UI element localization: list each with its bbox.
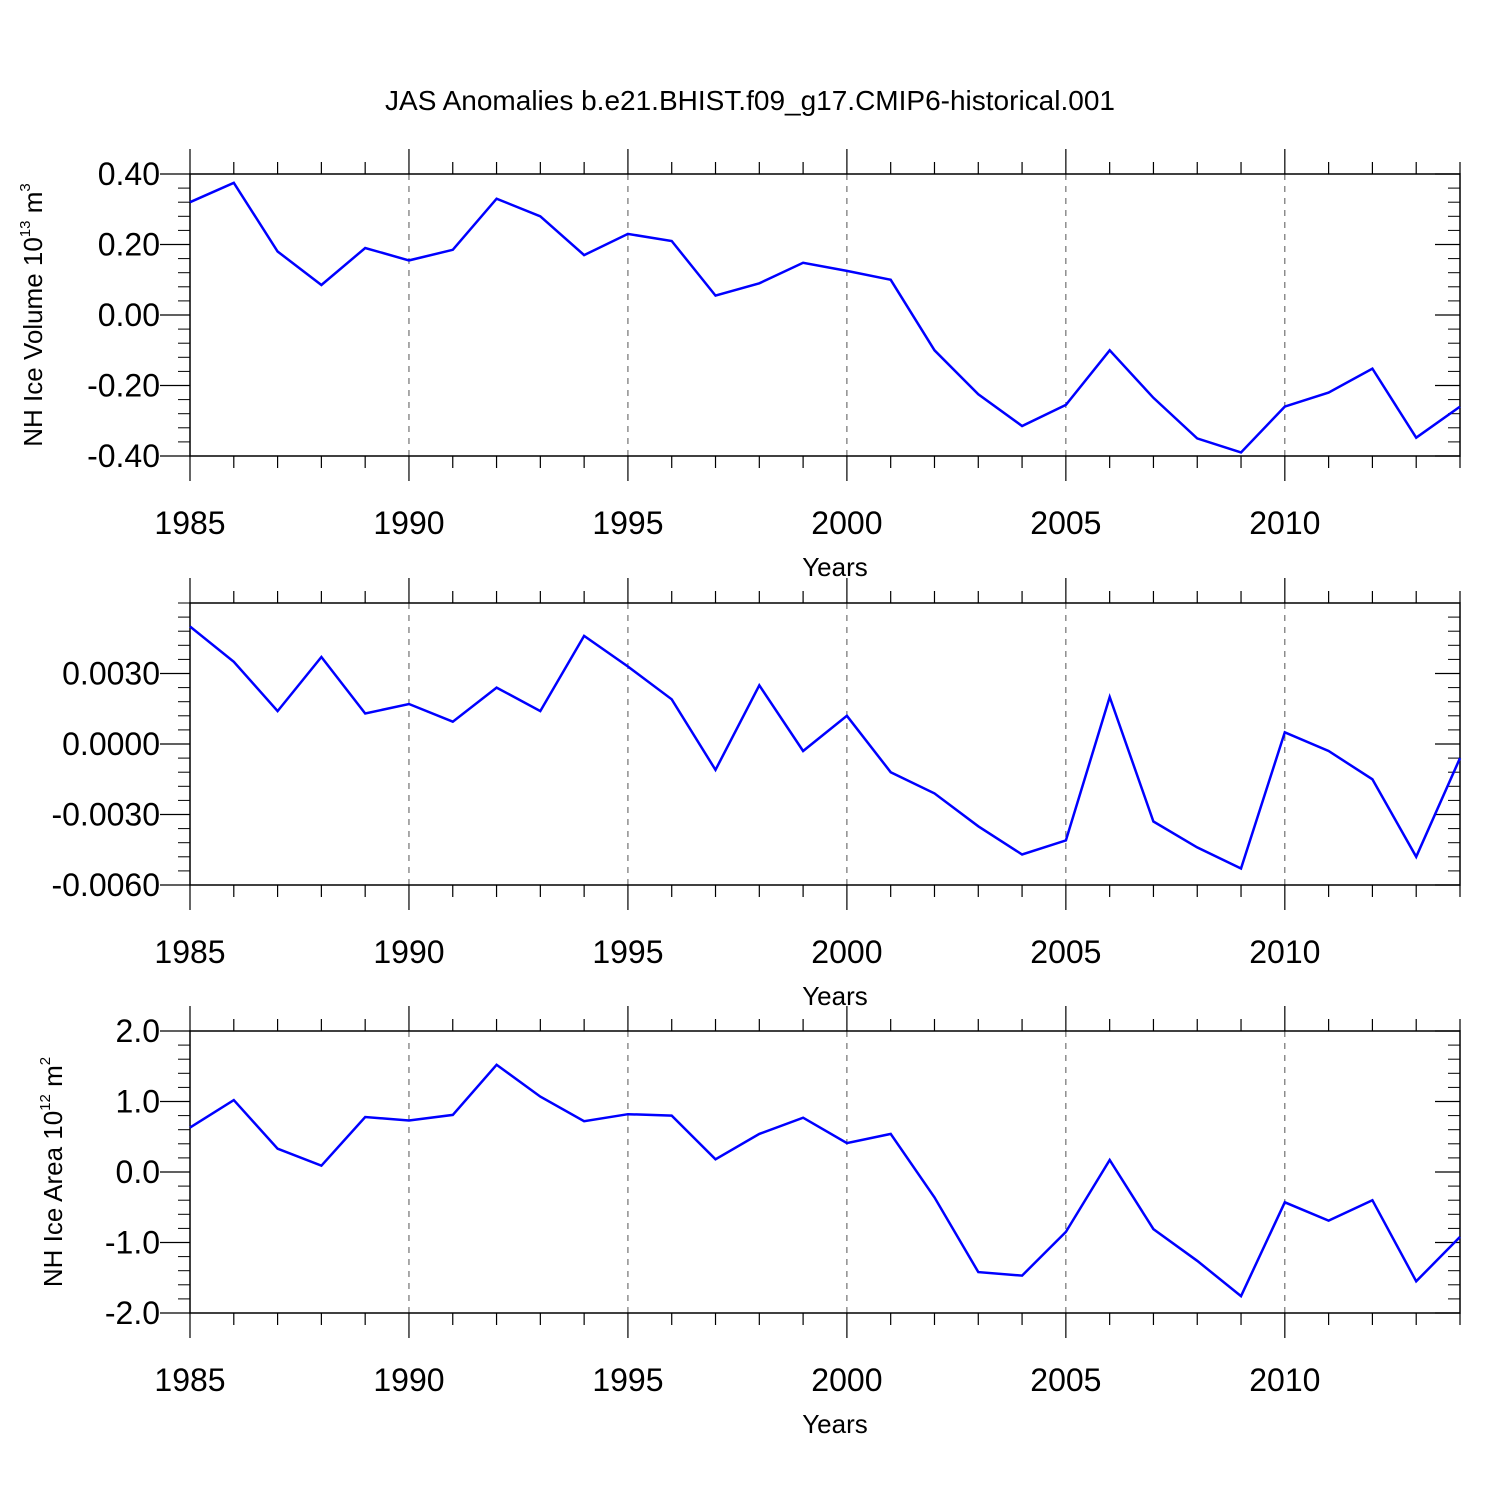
y-tick-label: 0.00 <box>98 297 160 333</box>
y-axis-label-unit: m <box>18 192 48 221</box>
x-tick-label: 1985 <box>154 934 225 970</box>
data-series-line <box>189 181 1461 454</box>
y-axis-label: NH Ice Volume 1013 m3 <box>17 183 48 446</box>
y-tick-label: -0.20 <box>87 368 160 404</box>
x-tick-label: 1995 <box>592 1362 663 1398</box>
plot-frame <box>189 1030 1461 1314</box>
x-axis-label: Years <box>802 981 868 1011</box>
panel-1: 1985 1990 1995 2000 2005 2010 Years -0.40 -0.20 0… <box>17 149 1461 582</box>
y-axis-label-unit-exponent: 3 <box>17 183 34 191</box>
y-axis-label-unit: m <box>38 1065 68 1094</box>
y-tick-label: -1.0 <box>105 1225 160 1261</box>
x-tick-label: 1995 <box>592 505 663 541</box>
y-tick-label: 0.20 <box>98 227 160 263</box>
x-tick-label: 2010 <box>1249 505 1320 541</box>
plot-frame <box>189 602 1461 886</box>
x-tick-label: 2000 <box>811 934 882 970</box>
y-axis-label-text: NH Ice Area 10 <box>38 1111 68 1287</box>
panel-3: 1985 1990 1995 2000 2005 2010 Years -2.0 -1.0 0.0… <box>37 1006 1461 1439</box>
y-tick-label: -0.0060 <box>51 867 160 903</box>
x-tick-label: 1985 <box>154 505 225 541</box>
x-tick-label: 2005 <box>1030 1362 1101 1398</box>
x-tick-label: 2000 <box>811 1362 882 1398</box>
data-series-line <box>189 1063 1461 1299</box>
x-tick-label: 2000 <box>811 505 882 541</box>
y-tick-label: 0.40 <box>98 156 160 192</box>
x-axis-label: Years <box>802 552 868 582</box>
y-tick-label: 0.0 <box>116 1154 160 1190</box>
data-series-line <box>189 625 1462 871</box>
x-tick-label: 2005 <box>1030 934 1101 970</box>
x-tick-label: 2010 <box>1249 1362 1320 1398</box>
x-tick-label: 1990 <box>373 505 444 541</box>
y-axis-label-text: NH Ice Volume 10 <box>18 237 48 447</box>
y-tick-label: -2.0 <box>105 1295 160 1331</box>
y-axis-label-exponent: 12 <box>37 1094 54 1111</box>
x-tick-label: 2010 <box>1249 934 1320 970</box>
x-tick-label: 2005 <box>1030 505 1101 541</box>
panel-2: 1985 1990 1995 2000 2005 2010 Years -0.0060 -0.0… <box>51 578 1462 1011</box>
chart-title: JAS Anomalies b.e21.BHIST.f09_g17.CMIP6-… <box>385 85 1115 116</box>
x-tick-label: 1990 <box>373 934 444 970</box>
y-tick-label: -0.40 <box>87 438 160 474</box>
x-tick-label: 1985 <box>154 1362 225 1398</box>
y-tick-label: 0.0030 <box>62 656 160 692</box>
plot-frame <box>189 173 1461 457</box>
x-tick-label: 1990 <box>373 1362 444 1398</box>
x-tick-label: 1995 <box>592 934 663 970</box>
y-tick-label: 0.0000 <box>62 726 160 762</box>
y-tick-label: -0.0030 <box>51 797 160 833</box>
y-tick-label: 2.0 <box>116 1013 160 1049</box>
y-tick-label: 1.0 <box>116 1084 160 1120</box>
y-axis-label-exponent: 13 <box>17 220 34 237</box>
y-axis-label-unit-exponent: 2 <box>37 1057 54 1065</box>
x-axis-label: Years <box>802 1409 868 1439</box>
y-axis-label: NH Ice Area 1012 m2 <box>37 1057 68 1287</box>
